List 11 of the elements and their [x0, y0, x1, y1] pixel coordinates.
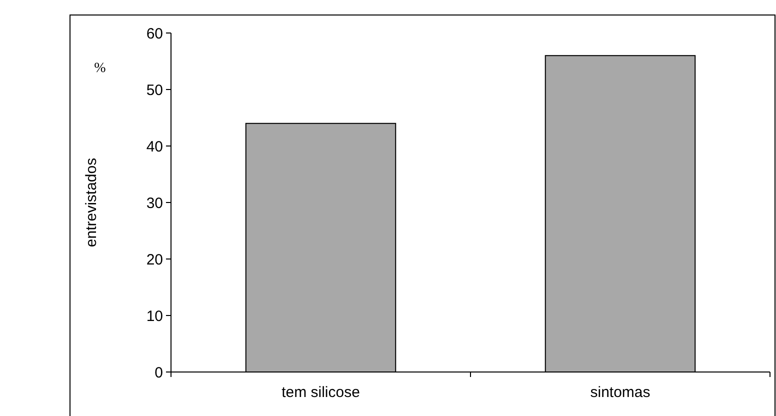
x-tick-label: tem silicose: [282, 384, 360, 401]
y-tick-label: 0: [154, 364, 163, 382]
y-tick-label: 60: [146, 25, 163, 42]
y-tick-label: 40: [146, 138, 163, 156]
text: %: [94, 61, 106, 76]
y-axis-title: entrevistados: [83, 158, 100, 248]
y-tick-label: 20: [146, 251, 163, 268]
x-tick-label: sintomas: [590, 384, 650, 401]
y-tick-label: 50: [146, 82, 163, 99]
y-tick-label: 10: [146, 308, 163, 325]
y-tick-label: 30: [146, 194, 163, 212]
